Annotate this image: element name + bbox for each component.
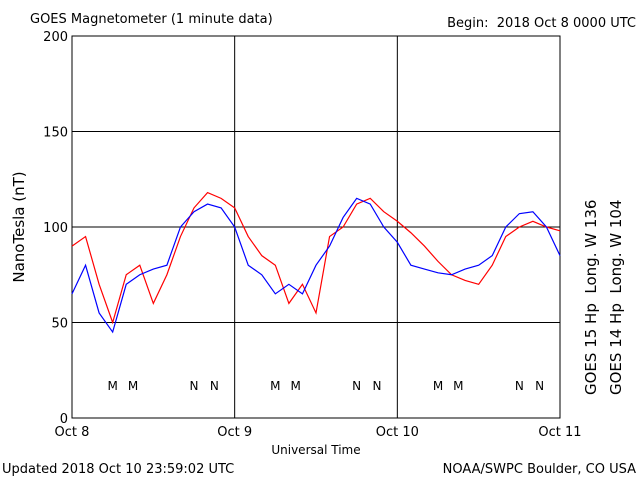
x-tick-label: Oct 11 bbox=[538, 425, 581, 440]
annotation: N bbox=[515, 379, 524, 393]
x-tick-label: Oct 8 bbox=[55, 425, 90, 440]
y-tick-label: 0 bbox=[60, 412, 68, 427]
y-tick-label: 100 bbox=[43, 221, 68, 236]
annotation: N bbox=[535, 379, 544, 393]
x-tick-label: Oct 9 bbox=[217, 425, 252, 440]
annotation: M bbox=[290, 379, 300, 393]
x-tick-label: Oct 10 bbox=[376, 425, 419, 440]
plot-frame bbox=[71, 35, 561, 419]
legend-label: GOES 14 Hp Long. W 104 bbox=[607, 200, 625, 395]
annotation: M bbox=[433, 379, 443, 393]
chart-title: GOES Magnetometer (1 minute data) bbox=[30, 12, 273, 27]
series-line bbox=[71, 197, 561, 334]
series-line bbox=[71, 191, 561, 325]
chart-subtitle: Begin: 2018 Oct 8 0000 UTC bbox=[447, 16, 636, 31]
annotation: N bbox=[352, 379, 361, 393]
y-tick-label: 150 bbox=[43, 126, 68, 141]
annotation: N bbox=[190, 379, 199, 393]
annotation: N bbox=[210, 379, 219, 393]
footer-left: Updated 2018 Oct 10 23:59:02 UTC bbox=[2, 462, 234, 477]
y-tick-label: 50 bbox=[51, 317, 68, 332]
x-axis-label: Universal Time bbox=[271, 443, 360, 457]
footer-right: NOAA/SWPC Boulder, CO USA bbox=[443, 462, 636, 477]
y-axis-label: NanoTesla (nT) bbox=[10, 171, 28, 282]
annotation: M bbox=[128, 379, 138, 393]
annotation: M bbox=[453, 379, 463, 393]
annotation: M bbox=[107, 379, 117, 393]
annotation: N bbox=[373, 379, 382, 393]
annotation: M bbox=[270, 379, 280, 393]
legend-label: GOES 15 Hp Long. W 136 bbox=[582, 200, 600, 395]
y-tick-label: 200 bbox=[43, 30, 68, 45]
